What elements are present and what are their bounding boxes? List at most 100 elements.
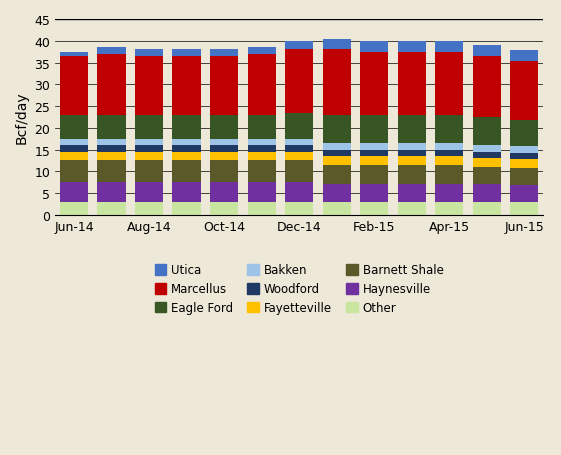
Bar [285,113,313,139]
Bar [398,185,426,202]
Bar [510,147,538,153]
Bar [398,42,426,52]
Bar [398,144,426,150]
Bar [60,161,88,183]
Bar [60,57,88,116]
Bar [510,160,538,168]
Bar [247,183,275,202]
Bar [435,185,463,202]
Bar [285,161,313,183]
Bar [323,157,351,165]
Bar [472,118,500,146]
Bar [510,168,538,186]
Y-axis label: Bcf/day: Bcf/day [15,91,29,144]
Bar [323,165,351,185]
Bar [360,52,388,116]
Bar [472,202,500,215]
Bar [247,152,275,161]
Bar [98,116,126,139]
Bar [172,183,201,202]
Bar [285,42,313,51]
Bar [247,116,275,139]
Bar [510,51,538,62]
Bar [323,40,351,51]
Bar [360,150,388,157]
Bar [398,150,426,157]
Bar [135,152,163,161]
Bar [210,146,238,152]
Bar [98,183,126,202]
Bar [98,146,126,152]
Bar [60,202,88,215]
Bar [510,186,538,202]
Bar [98,202,126,215]
Bar [60,152,88,161]
Bar [398,52,426,116]
Bar [360,116,388,144]
Bar [285,51,313,113]
Bar [210,183,238,202]
Bar [435,42,463,52]
Bar [510,121,538,147]
Bar [472,146,500,152]
Bar [172,51,201,57]
Bar [398,116,426,144]
Bar [360,42,388,52]
Bar [323,116,351,144]
Bar [247,161,275,183]
Bar [60,146,88,152]
Bar [135,57,163,116]
Bar [172,116,201,139]
Bar [210,57,238,116]
Bar [510,202,538,215]
Bar [472,159,500,167]
Bar [247,55,275,116]
Bar [210,161,238,183]
Bar [435,52,463,116]
Bar [60,183,88,202]
Bar [285,183,313,202]
Bar [172,202,201,215]
Bar [247,48,275,55]
Bar [323,202,351,215]
Bar [135,116,163,139]
Bar [398,165,426,185]
Bar [360,185,388,202]
Bar [323,150,351,157]
Bar [172,139,201,146]
Bar [135,139,163,146]
Bar [135,51,163,57]
Bar [398,202,426,215]
Bar [172,152,201,161]
Bar [435,202,463,215]
Bar [247,202,275,215]
Bar [323,51,351,116]
Bar [285,152,313,161]
Bar [398,157,426,165]
Bar [360,144,388,150]
Bar [98,152,126,161]
Bar [135,161,163,183]
Legend: Utica, Marcellus, Eagle Ford, Bakken, Woodford, Fayetteville, Barnett Shale, Hay: Utica, Marcellus, Eagle Ford, Bakken, Wo… [151,260,447,318]
Bar [360,157,388,165]
Bar [210,152,238,161]
Bar [285,146,313,152]
Bar [472,46,500,57]
Bar [135,202,163,215]
Bar [172,57,201,116]
Bar [472,185,500,202]
Bar [210,202,238,215]
Bar [435,144,463,150]
Bar [135,146,163,152]
Bar [435,165,463,185]
Bar [285,139,313,146]
Bar [360,202,388,215]
Bar [135,183,163,202]
Bar [60,139,88,146]
Bar [435,157,463,165]
Bar [247,139,275,146]
Bar [172,146,201,152]
Bar [210,139,238,146]
Bar [472,167,500,185]
Bar [472,57,500,118]
